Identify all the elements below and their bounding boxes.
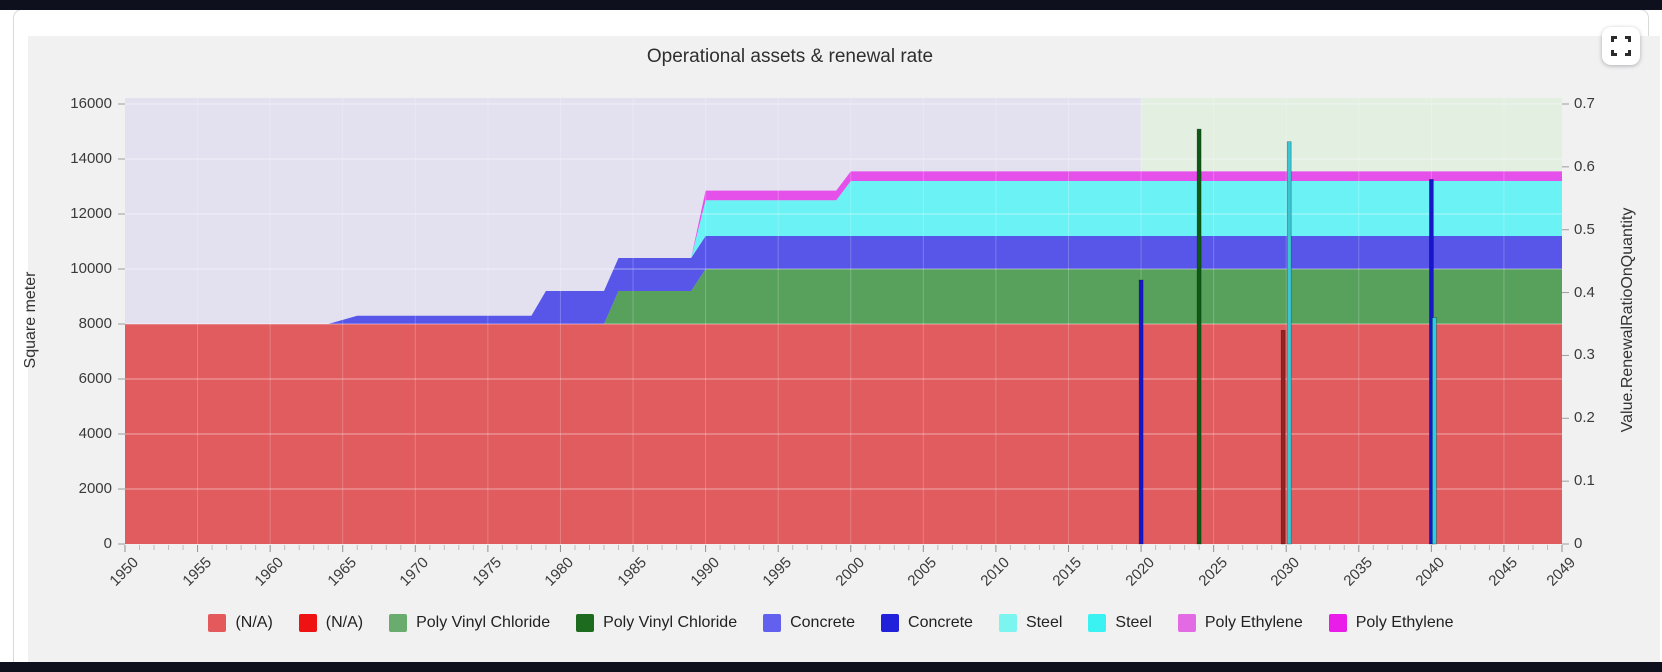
legend-item-9[interactable]: Poly Ethylene <box>1328 614 1454 632</box>
y-right-tick-label: 0.5 <box>1574 220 1595 238</box>
legend: (N/A) (N/A) Poly Vinyl Chloride Poly Vinyl … <box>0 614 1662 632</box>
legend-swatch <box>763 614 782 632</box>
legend-label: Poly Ethylene <box>1204 614 1303 631</box>
renewal-bar-2030 <box>1286 141 1292 545</box>
legend-swatch <box>1088 614 1107 632</box>
fullscreen-button[interactable] <box>1602 27 1640 65</box>
fullscreen-icon <box>1611 36 1631 56</box>
renewal-bar-2030 <box>1280 329 1286 545</box>
y-left-tick-label: 12000 <box>70 205 112 222</box>
y-right-tick-label: 0.6 <box>1574 157 1595 175</box>
legend-swatch <box>208 614 227 632</box>
chart-title: Operational assets & renewal rate <box>646 46 934 67</box>
legend-label: (N/A) <box>325 614 364 631</box>
legend-swatch <box>298 614 317 632</box>
legend-item-2[interactable]: Poly Vinyl Chloride <box>389 614 550 632</box>
legend-swatch <box>389 614 408 632</box>
y-right-tick-label: 0.4 <box>1574 283 1595 301</box>
renewal-bar-2024 <box>1196 128 1202 545</box>
legend-item-3[interactable]: Poly Vinyl Chloride <box>576 614 737 632</box>
y-left-tick-label: 6000 <box>78 370 112 387</box>
legend-label: Steel <box>1115 614 1152 631</box>
y-right-tick-label: 0 <box>1574 535 1583 552</box>
y-right-tick-label: 0.1 <box>1574 472 1595 490</box>
legend-label: Concrete <box>908 614 973 631</box>
y-left-tick-label: 14000 <box>70 150 112 167</box>
legend-label: Steel <box>1025 614 1063 631</box>
renewal-bar-2020 <box>1138 279 1144 545</box>
app-top-bar <box>0 0 1662 10</box>
y-left-tick-label: 4000 <box>78 425 112 442</box>
renewal-bar-2040 <box>1432 317 1437 545</box>
legend-swatch <box>1328 614 1347 632</box>
area--n-a- <box>125 324 1562 544</box>
legend-item-7[interactable]: Steel <box>1088 614 1152 632</box>
legend-label: (N/A) <box>235 614 273 631</box>
area-poly-vinyl-chloride <box>125 269 1562 324</box>
legend-swatch <box>1177 614 1196 632</box>
legend-item-0[interactable]: (N/A) <box>208 614 273 632</box>
legend-item-1[interactable]: (N/A) <box>298 614 364 632</box>
legend-item-6[interactable]: Steel <box>998 614 1063 632</box>
legend-label: Poly Vinyl Chloride <box>416 614 551 631</box>
area-concrete <box>125 236 1562 324</box>
y-axis-left-title: Square meter <box>22 271 39 369</box>
y-left-tick-label: 0 <box>103 535 112 552</box>
y-axis-right-title: Value.RenewalRatioOnQuantity <box>1619 207 1636 433</box>
y-left-tick-label: 10000 <box>70 260 112 277</box>
legend-label: Concrete <box>790 614 856 631</box>
legend-label: Poly Ethylene <box>1355 614 1454 631</box>
legend-item-4[interactable]: Concrete <box>763 614 855 632</box>
app-bottom-bar <box>0 662 1662 672</box>
legend-item-5[interactable]: Concrete <box>881 614 973 632</box>
y-right-tick-label: 0.2 <box>1574 409 1595 427</box>
legend-item-8[interactable]: Poly Ethylene <box>1177 614 1303 632</box>
legend-swatch <box>998 614 1017 632</box>
legend-label: Poly Vinyl Chloride <box>603 614 738 631</box>
y-left-tick-label: 8000 <box>78 315 112 332</box>
y-left-tick-label: 2000 <box>78 480 112 497</box>
area-steel <box>125 181 1562 324</box>
legend-swatch <box>576 614 595 632</box>
y-left-tick-label: 16000 <box>70 95 112 112</box>
legend-swatch <box>881 614 900 632</box>
y-right-tick-label: 0.3 <box>1574 346 1595 364</box>
y-right-tick-label: 0.7 <box>1574 95 1595 112</box>
